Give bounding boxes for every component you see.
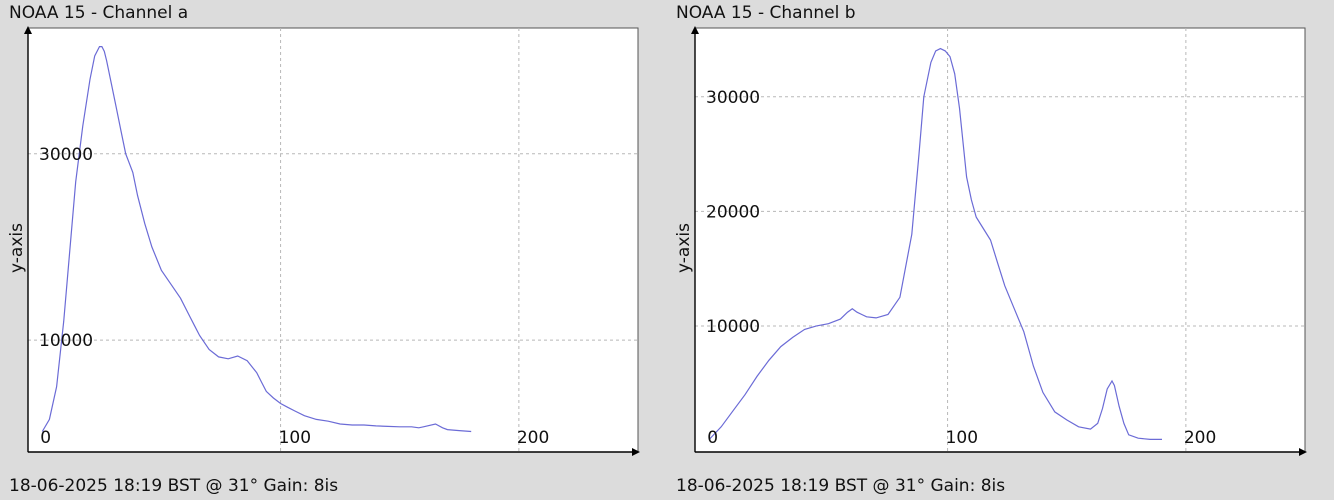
x-tick-label: 100: [946, 428, 978, 448]
x-tick-label: 100: [279, 428, 311, 448]
y-tick-label: 10000: [706, 317, 760, 337]
y-axis-arrow: [24, 26, 32, 34]
chart-panel-b: NOAA 15 - Channel b 0 100 200 10000 20000 300…: [667, 0, 1334, 500]
plot-area: [694, 27, 1306, 453]
y-axis-label: y-axis: [674, 223, 694, 273]
chart-panel-a: NOAA 15 - Channel a 0 100 200 10000 30000 y-a…: [7, 3, 640, 496]
x-axis-arrow: [632, 448, 640, 456]
y-axis-arrow: [691, 26, 699, 34]
series-line: [41, 45, 472, 433]
chart-title: NOAA 15 - Channel a: [9, 3, 189, 23]
plot-area: [27, 27, 639, 453]
y-tick-label: 30000: [706, 88, 760, 108]
line-chart-b: 0 100 200 10000 20000 30000 y-axis: [674, 26, 1307, 456]
chart-title: NOAA 15 - Channel b: [676, 3, 856, 23]
y-axis-label: y-axis: [7, 223, 27, 273]
x-axis-arrow: [1299, 448, 1307, 456]
chart-footer: 18-06-2025 18:19 BST @ 31° Gain: 8is: [9, 476, 339, 496]
line-chart-a: 0 100 200 10000 30000 y-axis: [7, 26, 640, 456]
y-tick-label: 20000: [706, 202, 760, 222]
chart-footer: 18-06-2025 18:19 BST @ 31° Gain: 8is: [676, 476, 1006, 496]
x-tick-label: 0: [40, 428, 51, 448]
x-tick-label: 0: [707, 428, 718, 448]
series-line: [708, 47, 1162, 440]
x-tick-label: 200: [517, 428, 549, 448]
y-tick-label: 30000: [39, 145, 93, 165]
y-tick-label: 10000: [39, 331, 93, 351]
x-tick-label: 200: [1184, 428, 1216, 448]
